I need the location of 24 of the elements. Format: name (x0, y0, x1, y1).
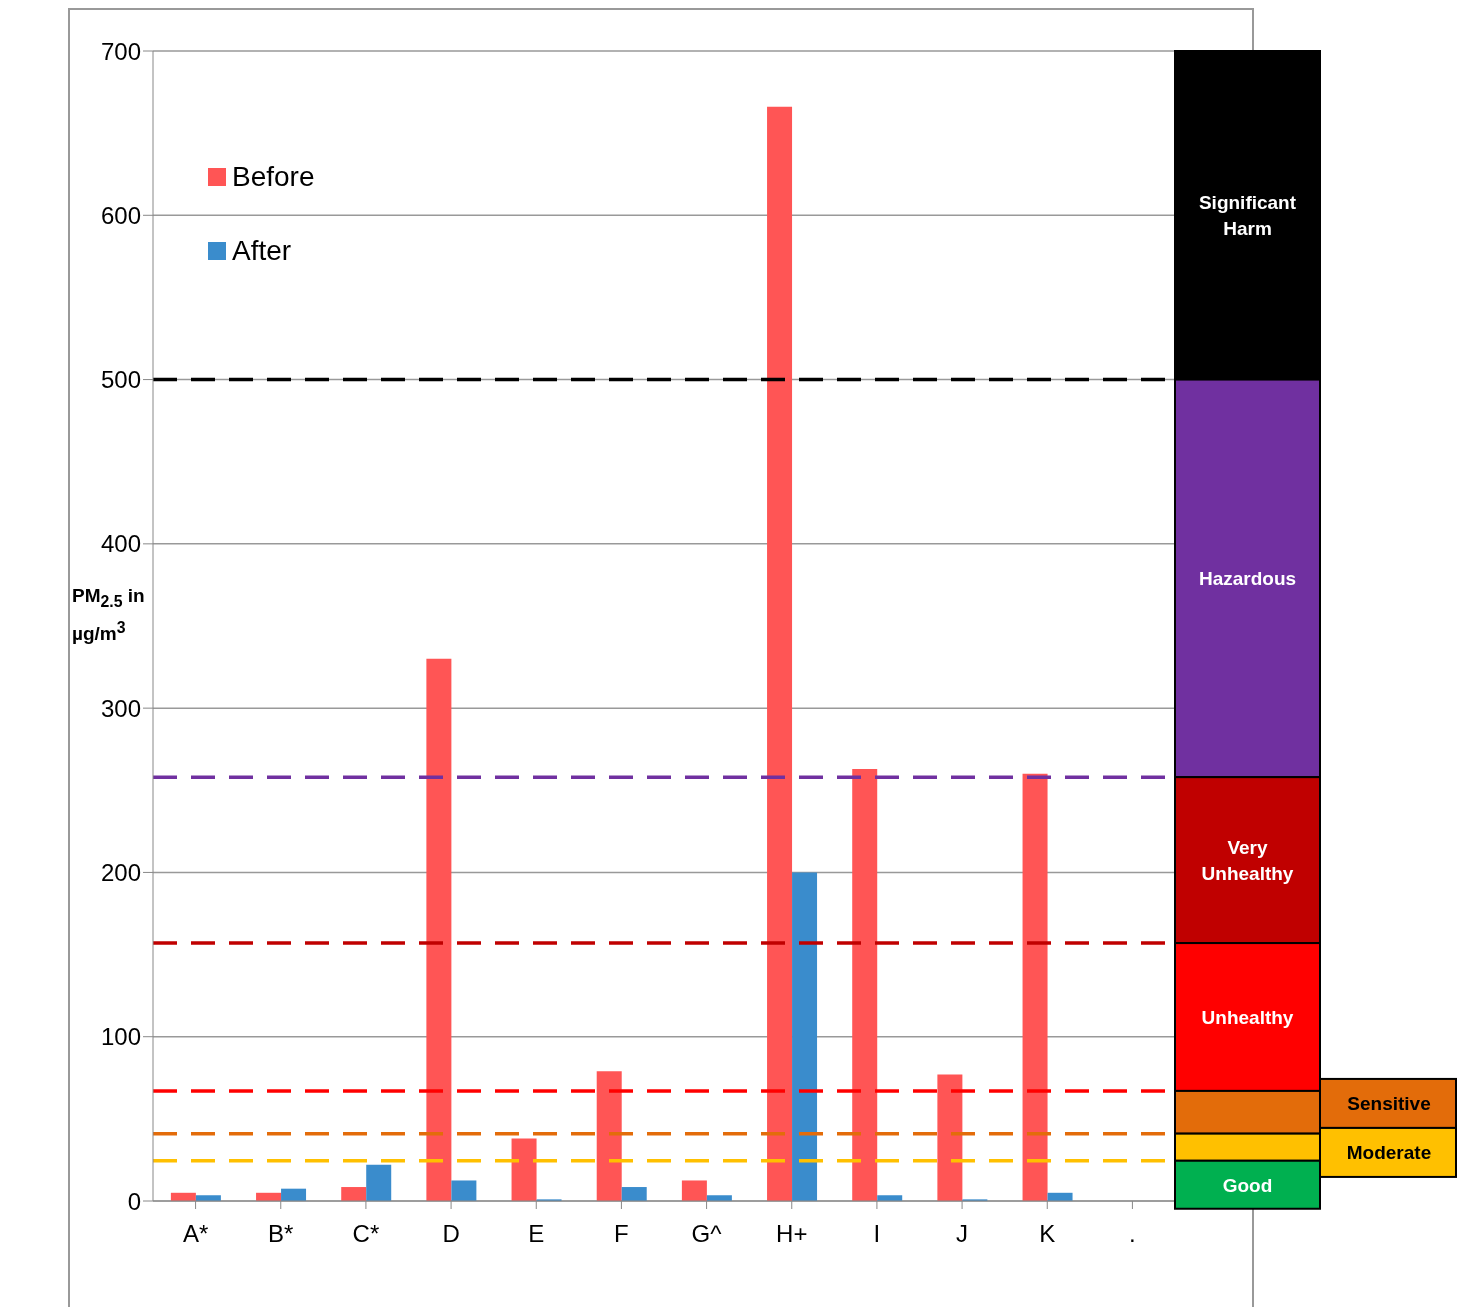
y-tick-label: 400 (100, 530, 141, 558)
y-tick-label: 600 (100, 201, 141, 229)
color-scale: Significant Harm Hazardous Very Unhealthy Unhealthy Sensitive Moderate Good (1174, 50, 1457, 1210)
y-tick-label: 0 (127, 1187, 141, 1215)
legend-label: After (232, 235, 292, 267)
x-tick-label: K (1039, 1220, 1056, 1248)
x-tick-label: F (614, 1220, 629, 1248)
y-tick-label: 200 (100, 858, 141, 886)
x-tick-label: G^ (691, 1220, 723, 1248)
y-tick-label: 100 (100, 1023, 141, 1051)
y-tick-label: 500 (100, 366, 141, 394)
x-tick-label: A* (182, 1220, 209, 1248)
x-tick-label: D (442, 1220, 460, 1248)
x-tick-label: C* (352, 1220, 380, 1248)
legend-label: Before (232, 161, 315, 193)
x-tick-label: B* (268, 1220, 294, 1248)
y-tick-label: 300 (100, 694, 141, 722)
x-tick-label: . (1129, 1220, 1136, 1248)
x-tick-label: J (956, 1220, 969, 1248)
y-tick-label: 700 (100, 37, 141, 65)
x-tick-label: H+ (776, 1220, 808, 1248)
x-tick-label: I (873, 1220, 881, 1248)
x-tick-label: E (528, 1220, 545, 1248)
y-axis-title: PM$_{2.5}$ in µg/m$^{3}$ (72, 584, 146, 647)
